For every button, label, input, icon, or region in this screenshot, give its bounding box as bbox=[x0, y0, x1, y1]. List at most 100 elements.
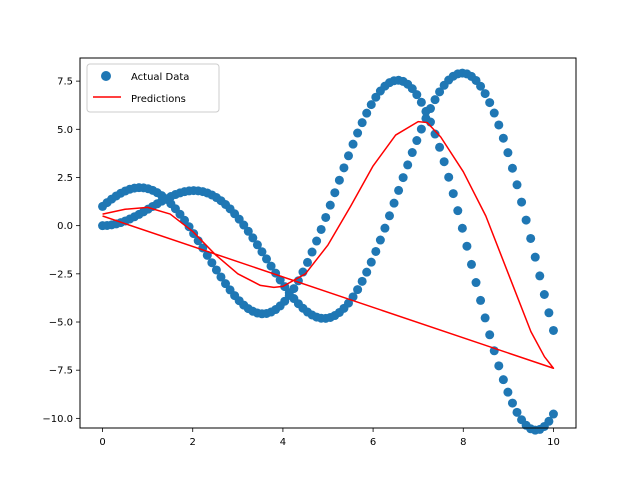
scatter-point bbox=[357, 118, 367, 128]
predictions-line bbox=[102, 120, 555, 370]
scatter-point bbox=[494, 120, 504, 130]
scatter-point bbox=[421, 106, 431, 116]
scatter-point bbox=[416, 97, 426, 107]
scatter-point bbox=[307, 247, 317, 257]
scatter-point bbox=[503, 148, 513, 158]
scatter-point bbox=[275, 275, 285, 285]
legend: Actual Data Predictions bbox=[86, 63, 220, 113]
scatter-point bbox=[485, 330, 495, 340]
scatter-point bbox=[284, 290, 294, 300]
scatter-point bbox=[471, 278, 481, 288]
x-axis: 0 2 4 6 8 10 bbox=[99, 428, 560, 448]
axes-frame bbox=[79, 57, 577, 429]
scatter-point bbox=[371, 92, 381, 102]
scatter-point bbox=[257, 247, 267, 257]
scatter-point bbox=[366, 100, 376, 110]
scatter-point bbox=[357, 276, 367, 286]
scatter-point bbox=[316, 224, 326, 234]
scatter-point bbox=[430, 129, 440, 139]
scatter-point bbox=[544, 416, 554, 426]
scatter-point bbox=[435, 142, 445, 152]
scatter-point bbox=[243, 226, 253, 236]
y-tick-label: −5.0 bbox=[49, 318, 73, 329]
scatter-point bbox=[498, 133, 508, 143]
scatter-point bbox=[211, 265, 221, 275]
scatter-point bbox=[530, 252, 540, 262]
scatter-point bbox=[457, 223, 467, 233]
scatter-point bbox=[507, 163, 517, 173]
scatter-point bbox=[303, 257, 313, 267]
scatter-point bbox=[325, 200, 335, 210]
legend-scatter-marker bbox=[101, 71, 111, 81]
scatter-point bbox=[503, 387, 513, 397]
scatter-point bbox=[521, 215, 531, 225]
scatter-point bbox=[343, 298, 353, 308]
scatter-point bbox=[375, 235, 385, 245]
scatter-point bbox=[494, 361, 504, 371]
scatter-point bbox=[453, 206, 463, 216]
scatter-point bbox=[526, 233, 536, 243]
x-tick-label: 10 bbox=[547, 437, 560, 448]
x-tick-label: 8 bbox=[460, 437, 466, 448]
scatter-point bbox=[548, 325, 558, 335]
scatter-point bbox=[343, 151, 353, 161]
scatter-point bbox=[403, 160, 413, 170]
scatter-point bbox=[448, 189, 458, 199]
scatter-point bbox=[412, 136, 422, 146]
scatter-point bbox=[266, 261, 276, 271]
scatter-point bbox=[289, 284, 299, 294]
scatter-point bbox=[435, 87, 445, 97]
y-tick-label: −2.5 bbox=[49, 269, 73, 280]
legend-label-actual: Actual Data bbox=[131, 72, 189, 83]
scatter-point bbox=[366, 257, 376, 267]
scatter-point bbox=[312, 236, 322, 246]
scatter-point bbox=[362, 108, 372, 118]
scatter-point bbox=[512, 180, 522, 190]
scatter-point bbox=[353, 128, 363, 138]
x-tick-label: 0 bbox=[99, 437, 105, 448]
scatter-point bbox=[216, 272, 226, 282]
scatter-point bbox=[394, 185, 404, 195]
scatter-point bbox=[202, 250, 212, 260]
y-tick-label: 7.5 bbox=[57, 77, 73, 88]
y-tick-label: −10.0 bbox=[42, 414, 73, 425]
scatter-point bbox=[462, 241, 472, 251]
scatter-point bbox=[444, 172, 454, 182]
x-tick-label: 2 bbox=[190, 437, 196, 448]
scatter-point bbox=[485, 98, 495, 108]
x-tick-label: 6 bbox=[370, 437, 376, 448]
scatter-point bbox=[489, 108, 499, 118]
scatter-point bbox=[517, 197, 527, 207]
scatter-point bbox=[544, 308, 554, 318]
scatter-point bbox=[412, 90, 422, 100]
scatter-point bbox=[398, 173, 408, 183]
scatter-point bbox=[362, 267, 372, 277]
scatter-point bbox=[498, 375, 508, 385]
y-tick-label: −7.5 bbox=[49, 366, 73, 377]
scatter-point bbox=[539, 289, 549, 299]
scatter-point bbox=[380, 223, 390, 233]
scatter-point bbox=[439, 157, 449, 167]
legend-label-predictions: Predictions bbox=[131, 94, 186, 105]
scatter-point bbox=[207, 258, 217, 268]
scatter-point bbox=[466, 259, 476, 269]
scatter-point bbox=[330, 188, 340, 198]
scatter-point bbox=[353, 285, 363, 295]
scatter-point bbox=[389, 198, 399, 208]
scatter-point bbox=[339, 163, 349, 173]
scatter-point bbox=[371, 246, 381, 256]
scatter-point bbox=[262, 254, 272, 264]
y-tick-label: 2.5 bbox=[57, 173, 73, 184]
legend-box bbox=[86, 63, 220, 113]
scatter-point bbox=[480, 89, 490, 99]
scatter-point bbox=[416, 124, 426, 134]
scatter-point bbox=[334, 175, 344, 185]
scatter-point bbox=[348, 139, 358, 149]
scatter-point bbox=[507, 398, 517, 408]
scatter-point bbox=[407, 148, 417, 158]
scatter-point bbox=[384, 211, 394, 221]
scatter-point bbox=[184, 222, 194, 232]
scatter-point bbox=[239, 220, 249, 230]
scatter-point bbox=[221, 279, 231, 289]
